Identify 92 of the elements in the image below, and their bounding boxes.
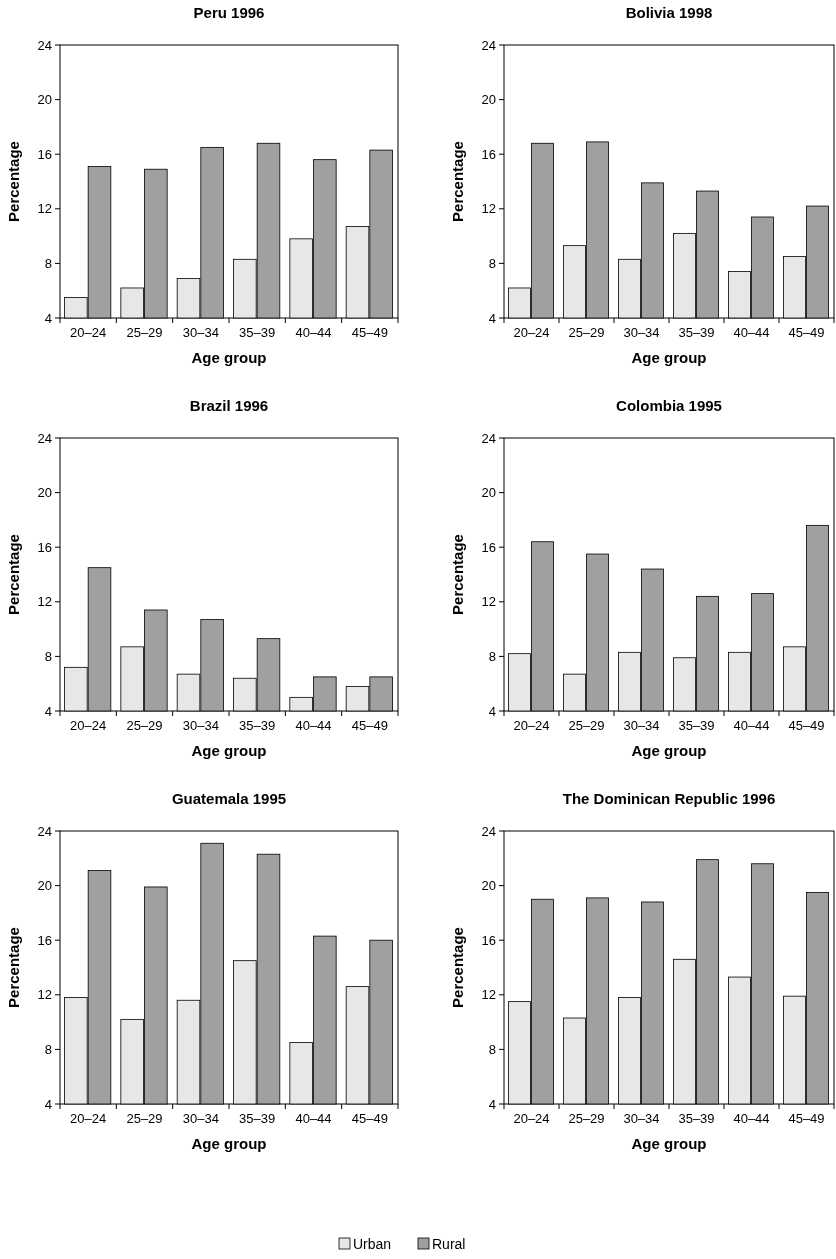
y-tick-label: 20 (37, 92, 52, 108)
y-tick-label: 8 (488, 648, 496, 664)
y-tick-label: 16 (481, 539, 496, 555)
y-tick-label: 12 (37, 594, 52, 610)
y-tick-label: 12 (481, 201, 496, 217)
x-tick-label: 25–29 (568, 325, 605, 340)
x-tick-label: 25–29 (126, 325, 163, 340)
x-tick-label: 45–49 (351, 325, 388, 340)
x-tick-label: 20–24 (70, 1111, 107, 1126)
y-tick-label: 24 (37, 430, 52, 446)
y-axis-title: Percentage (5, 141, 22, 222)
y-axis-title: Percentage (5, 927, 22, 1008)
x-tick-label: 35–39 (239, 1111, 276, 1126)
x-tick-label: 20–24 (513, 718, 550, 733)
x-tick-label: 30–34 (182, 1111, 219, 1126)
y-tick-label: 8 (44, 648, 52, 664)
y-tick-label: 12 (37, 987, 52, 1003)
chart-title: Brazil 1996 (189, 397, 269, 414)
y-axis-title: Percentage (449, 534, 466, 615)
x-tick-label: 40–44 (295, 325, 332, 340)
y-tick-label: 20 (37, 878, 52, 894)
x-axis-title: Age group (631, 1135, 707, 1152)
chart-title: The Dominican Republic 1996 (562, 790, 776, 807)
x-tick-label: 35–39 (239, 718, 276, 733)
y-tick-label: 8 (44, 255, 52, 271)
y-tick-label: 12 (37, 201, 52, 217)
x-tick-label: 25–29 (126, 1111, 163, 1126)
x-axis-title: Age group (191, 742, 267, 759)
x-tick-label: 20–24 (70, 718, 107, 733)
y-axis-title: Percentage (5, 534, 22, 615)
y-tick-label: 24 (37, 823, 52, 839)
y-tick-label: 12 (481, 987, 496, 1003)
x-tick-label: 30–34 (182, 325, 219, 340)
x-tick-label: 40–44 (733, 718, 770, 733)
y-tick-label: 24 (37, 37, 52, 53)
x-tick-label: 20–24 (70, 325, 107, 340)
y-tick-label: 4 (488, 703, 496, 719)
y-axis-title: Percentage (449, 927, 466, 1008)
x-axis-title: Age group (191, 349, 267, 366)
y-tick-label: 4 (488, 310, 496, 326)
x-tick-label: 30–34 (623, 325, 660, 340)
y-tick-label: 16 (37, 932, 52, 948)
y-axis-title: Percentage (449, 141, 466, 222)
y-tick-label: 8 (488, 1041, 496, 1057)
y-tick-label: 20 (481, 92, 496, 108)
y-tick-label: 4 (44, 703, 52, 719)
y-tick-label: 8 (488, 255, 496, 271)
x-tick-label: 30–34 (623, 718, 660, 733)
x-axis-title: Age group (631, 742, 707, 759)
x-tick-label: 25–29 (568, 1111, 605, 1126)
x-tick-label: 35–39 (678, 325, 715, 340)
legend-label: Urban (353, 1236, 392, 1252)
y-tick-label: 4 (44, 1096, 52, 1112)
chart-title: Colombia 1995 (616, 397, 722, 414)
legend-label: Rural (432, 1236, 466, 1252)
x-tick-label: 35–39 (239, 325, 276, 340)
x-tick-label: 35–39 (678, 718, 715, 733)
x-tick-label: 45–49 (351, 718, 388, 733)
y-tick-label: 4 (44, 310, 52, 326)
x-tick-label: 40–44 (733, 1111, 770, 1126)
y-tick-label: 16 (481, 146, 496, 162)
y-tick-label: 4 (488, 1096, 496, 1112)
y-tick-label: 20 (481, 878, 496, 894)
x-axis-title: Age group (191, 1135, 267, 1152)
x-tick-label: 45–49 (351, 1111, 388, 1126)
x-tick-label: 40–44 (295, 1111, 332, 1126)
x-tick-label: 30–34 (182, 718, 219, 733)
x-tick-label: 45–49 (788, 718, 825, 733)
x-tick-label: 20–24 (513, 325, 550, 340)
x-tick-label: 25–29 (126, 718, 163, 733)
y-tick-label: 8 (44, 1041, 52, 1057)
x-tick-label: 20–24 (513, 1111, 550, 1126)
x-tick-label: 35–39 (678, 1111, 715, 1126)
chart-title: Bolivia 1998 (625, 4, 713, 21)
y-tick-label: 20 (481, 485, 496, 501)
y-tick-label: 16 (37, 539, 52, 555)
x-tick-label: 45–49 (788, 1111, 825, 1126)
y-tick-label: 16 (37, 146, 52, 162)
y-tick-label: 12 (481, 594, 496, 610)
chart-title: Guatemala 1995 (171, 790, 287, 807)
y-tick-label: 24 (481, 823, 496, 839)
chart-title: Peru 1996 (193, 4, 265, 21)
x-tick-label: 40–44 (733, 325, 770, 340)
x-tick-label: 40–44 (295, 718, 332, 733)
y-tick-label: 20 (37, 485, 52, 501)
x-tick-label: 25–29 (568, 718, 605, 733)
y-tick-label: 16 (481, 932, 496, 948)
x-axis-title: Age group (631, 349, 707, 366)
x-tick-label: 45–49 (788, 325, 825, 340)
y-tick-label: 24 (481, 37, 496, 53)
y-tick-label: 24 (481, 430, 496, 446)
x-tick-label: 30–34 (623, 1111, 660, 1126)
